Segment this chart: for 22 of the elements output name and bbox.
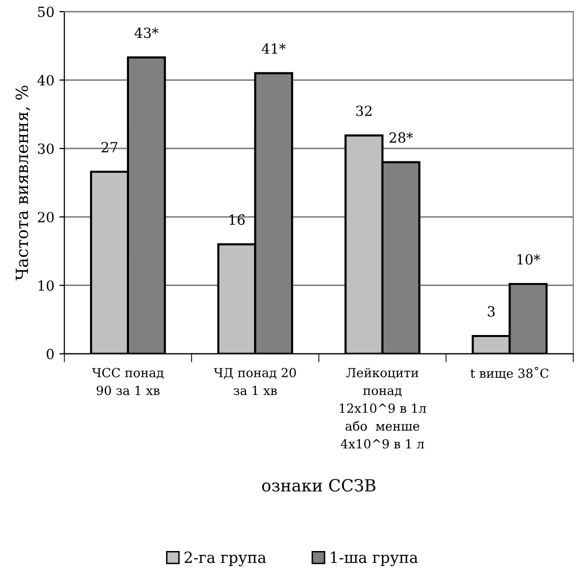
x-tick-label: t вище 38˚С xyxy=(470,366,548,380)
data-label: 28* xyxy=(390,132,413,143)
x-axis-title: ознаки ССЗВ xyxy=(262,479,376,492)
y-tick-label: 10 xyxy=(38,280,54,291)
legend-label: 1-ша група xyxy=(330,552,418,566)
data-label: 32 xyxy=(356,106,372,116)
x-tick-label: ЧСС понад 90 за 1 хв xyxy=(92,368,164,396)
data-label: 10* xyxy=(518,254,540,265)
y-tick-label: 50 xyxy=(38,6,54,18)
data-label: 16 xyxy=(230,214,245,225)
legend-label: 2-га група xyxy=(184,552,266,566)
y-tick-label: 0 xyxy=(46,348,54,360)
y-axis-title: Частота виявлення, % xyxy=(16,86,30,280)
data-label: 43* xyxy=(134,28,159,38)
data-label: 3 xyxy=(488,306,495,317)
y-tick-label: 20 xyxy=(38,212,54,222)
y-tick-label: 40 xyxy=(37,75,54,86)
x-tick-label: Лейкоцити понад 12x10^9 в 1л або менше 4x10^9 в 1 л xyxy=(340,368,426,449)
data-label: 27 xyxy=(102,142,118,152)
x-tick-label: ЧД понад 20 за 1 хв xyxy=(214,368,296,396)
y-tick-label: 30 xyxy=(38,143,54,154)
data-label: 41* xyxy=(262,43,286,54)
